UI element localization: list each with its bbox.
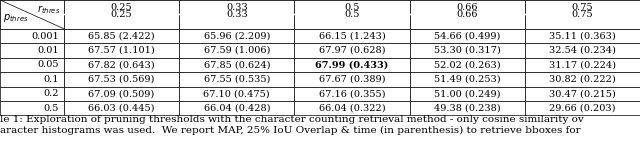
Text: 51.00 (0.249): 51.00 (0.249) xyxy=(434,89,500,98)
Text: 65.85 (2.422): 65.85 (2.422) xyxy=(88,32,155,41)
Text: 67.57 (1.101): 67.57 (1.101) xyxy=(88,46,155,55)
Text: 67.85 (0.624): 67.85 (0.624) xyxy=(204,60,270,69)
Text: 0.05: 0.05 xyxy=(37,60,59,69)
Text: 35.11 (0.363): 35.11 (0.363) xyxy=(549,32,616,41)
Text: 67.16 (0.355): 67.16 (0.355) xyxy=(319,89,385,98)
Text: 66.15 (1.243): 66.15 (1.243) xyxy=(319,32,385,41)
Text: 0.5: 0.5 xyxy=(344,10,360,19)
Text: 32.54 (0.234): 32.54 (0.234) xyxy=(549,46,616,55)
Text: 67.53 (0.569): 67.53 (0.569) xyxy=(88,75,155,84)
Text: 0.75: 0.75 xyxy=(572,10,593,19)
Text: 0.66: 0.66 xyxy=(456,3,478,12)
Text: 66.03 (0.445): 66.03 (0.445) xyxy=(88,104,155,113)
Text: 67.99 (0.433): 67.99 (0.433) xyxy=(316,60,388,69)
Text: 66.04 (0.428): 66.04 (0.428) xyxy=(204,104,270,113)
Text: 0.75: 0.75 xyxy=(572,3,593,12)
Text: 52.02 (0.263): 52.02 (0.263) xyxy=(434,60,500,69)
Text: $r_{thres}$: $r_{thres}$ xyxy=(37,3,61,16)
Text: 67.09 (0.509): 67.09 (0.509) xyxy=(88,89,155,98)
Text: 49.38 (0.238): 49.38 (0.238) xyxy=(434,104,500,113)
Text: 0.66: 0.66 xyxy=(456,10,478,19)
Text: 53.30 (0.317): 53.30 (0.317) xyxy=(434,46,500,55)
Text: 0.25: 0.25 xyxy=(111,10,132,19)
Text: 0.33: 0.33 xyxy=(226,10,248,19)
Text: 67.97 (0.628): 67.97 (0.628) xyxy=(319,46,385,55)
Text: 0.2: 0.2 xyxy=(44,89,59,98)
Text: 0.25: 0.25 xyxy=(111,3,132,12)
Text: le 1: Exploration of pruning thresholds with the character counting retrieval me: le 1: Exploration of pruning thresholds … xyxy=(0,115,584,135)
Text: 54.66 (0.499): 54.66 (0.499) xyxy=(434,32,500,41)
Text: 0.33: 0.33 xyxy=(226,3,248,12)
Text: 0.001: 0.001 xyxy=(31,32,59,41)
Text: 30.47 (0.215): 30.47 (0.215) xyxy=(549,89,616,98)
Text: 67.82 (0.643): 67.82 (0.643) xyxy=(88,60,155,69)
Text: 67.10 (0.475): 67.10 (0.475) xyxy=(204,89,270,98)
Text: 0.1: 0.1 xyxy=(44,75,59,84)
Text: 0.5: 0.5 xyxy=(344,3,360,12)
Text: 0.01: 0.01 xyxy=(37,46,59,55)
Text: $p_{thres}$: $p_{thres}$ xyxy=(3,12,29,24)
Text: 67.59 (1.006): 67.59 (1.006) xyxy=(204,46,270,55)
Text: 31.17 (0.224): 31.17 (0.224) xyxy=(549,60,616,69)
Text: 30.82 (0.222): 30.82 (0.222) xyxy=(549,75,616,84)
Text: 0.5: 0.5 xyxy=(44,104,59,113)
Text: 67.67 (0.389): 67.67 (0.389) xyxy=(319,75,385,84)
Text: 67.55 (0.535): 67.55 (0.535) xyxy=(204,75,270,84)
Text: 51.49 (0.253): 51.49 (0.253) xyxy=(434,75,500,84)
Text: 66.04 (0.322): 66.04 (0.322) xyxy=(319,104,385,113)
Text: 65.96 (2.209): 65.96 (2.209) xyxy=(204,32,270,41)
Text: 29.66 (0.203): 29.66 (0.203) xyxy=(549,104,616,113)
